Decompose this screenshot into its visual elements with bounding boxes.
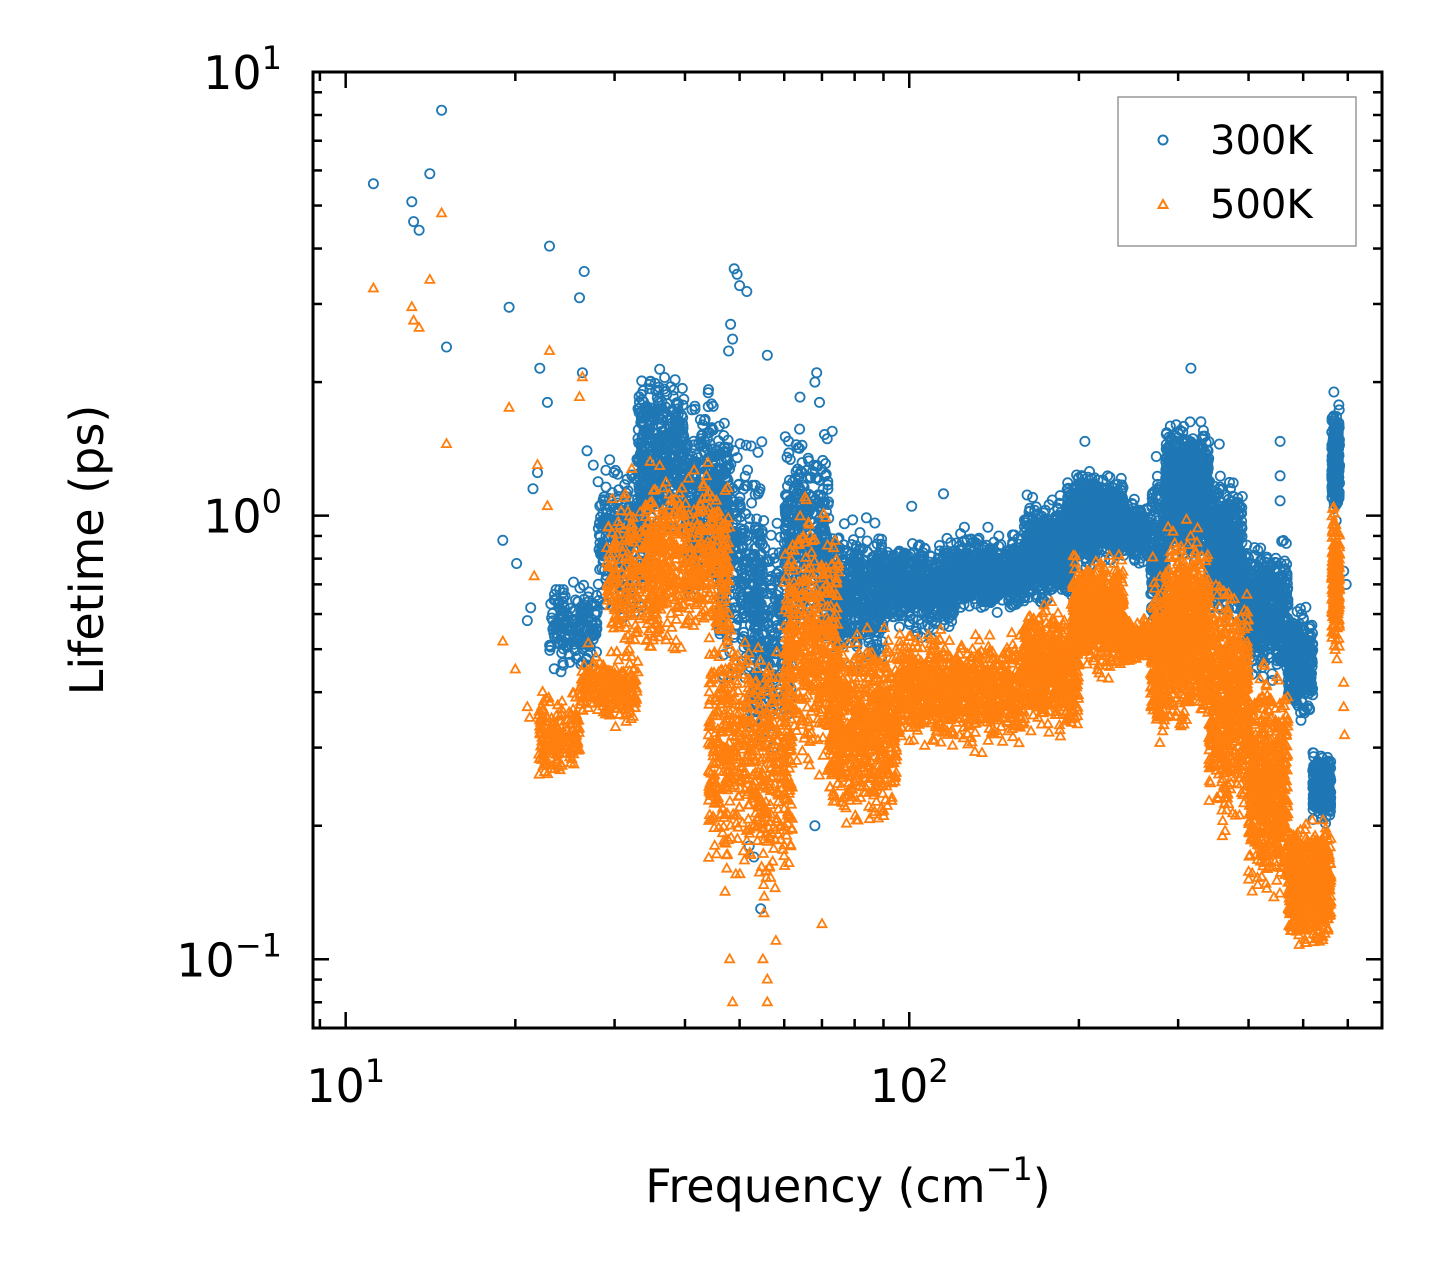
data-point xyxy=(545,242,554,251)
y-axis-title: Lifetime (ps) xyxy=(60,405,114,696)
data-point xyxy=(1186,364,1195,373)
data-point xyxy=(795,425,804,434)
data-point xyxy=(1276,496,1285,505)
data-point xyxy=(994,531,1003,540)
data-point xyxy=(605,455,614,464)
data-point xyxy=(589,461,598,470)
data-point xyxy=(407,197,416,206)
data-point xyxy=(655,365,664,374)
data-point xyxy=(535,364,544,373)
data-point xyxy=(678,384,687,393)
data-point xyxy=(1276,471,1285,480)
data-point xyxy=(763,351,772,360)
data-point xyxy=(730,264,739,273)
data-point xyxy=(795,393,804,402)
data-point xyxy=(415,226,424,235)
data-point xyxy=(767,531,776,540)
data-point xyxy=(726,320,735,329)
data-point xyxy=(425,169,434,178)
data-point xyxy=(601,483,610,492)
data-point xyxy=(733,270,742,279)
x-axis-title-end: ) xyxy=(1033,1159,1051,1213)
data-point xyxy=(810,821,819,830)
data-point xyxy=(671,375,680,384)
data-point xyxy=(512,559,521,568)
x-axis-title-sup: −1 xyxy=(986,1150,1033,1188)
data-point xyxy=(580,267,589,276)
data-point xyxy=(437,106,446,115)
data-point xyxy=(939,489,948,498)
data-point xyxy=(815,398,824,407)
data-point xyxy=(505,303,514,312)
chart-svg: Lifetime (ps) Frequency (cm−1) 101 102101… xyxy=(0,0,1442,1278)
data-point xyxy=(1080,437,1089,446)
data-point xyxy=(870,518,879,527)
data-point xyxy=(757,437,766,446)
x-axis-title: Frequency (cm−1) xyxy=(645,1150,1050,1213)
data-point xyxy=(1215,440,1224,449)
data-point xyxy=(526,603,535,612)
data-point xyxy=(582,446,591,455)
data-point xyxy=(862,513,871,522)
data-point xyxy=(1028,493,1037,502)
data-point xyxy=(1329,387,1338,396)
data-point xyxy=(983,523,992,532)
data-point xyxy=(543,398,552,407)
data-point xyxy=(1023,490,1032,499)
data-point xyxy=(528,484,537,493)
chart: Lifetime (ps) Frequency (cm−1) 101 102 101… xyxy=(0,0,1442,1278)
data-point xyxy=(993,608,1002,617)
data-point xyxy=(810,378,819,387)
data-point xyxy=(848,515,857,524)
data-point xyxy=(409,217,418,226)
data-point xyxy=(742,287,751,296)
data-point xyxy=(369,179,378,188)
data-point xyxy=(498,536,507,545)
data-point xyxy=(724,346,733,355)
data-point xyxy=(442,342,451,351)
data-point xyxy=(523,616,532,625)
data-point xyxy=(812,368,821,377)
x-axis-title-text: Frequency (cm xyxy=(645,1159,985,1213)
data-point xyxy=(533,468,542,477)
data-point xyxy=(855,528,864,537)
data-point xyxy=(1276,437,1285,446)
data-point xyxy=(728,335,737,344)
data-point xyxy=(569,578,578,587)
data-point xyxy=(575,293,584,302)
data-point xyxy=(907,502,916,511)
